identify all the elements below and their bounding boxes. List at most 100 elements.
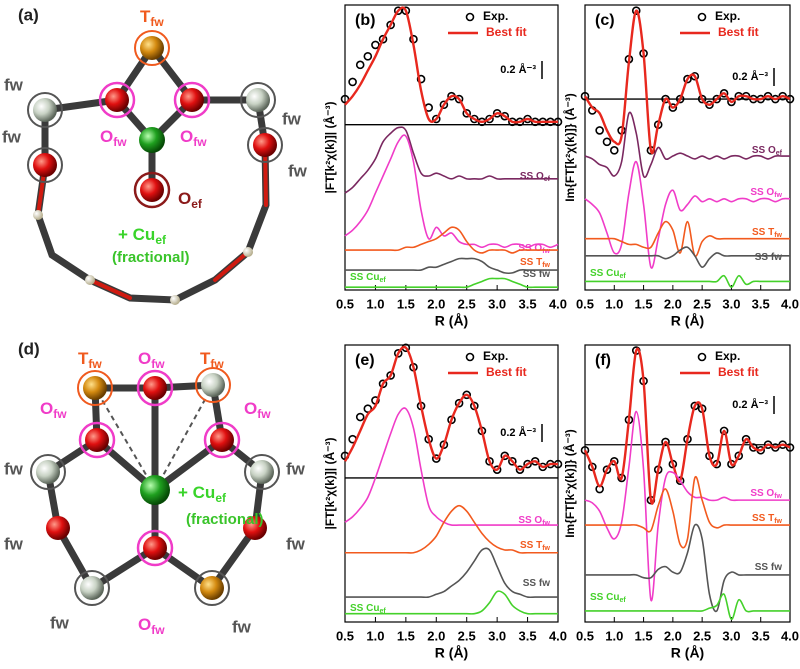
series-name: SS O — [518, 243, 542, 254]
x-tick-label: 1.5 — [635, 296, 653, 311]
series-name: SS T — [752, 513, 774, 524]
data-point — [675, 94, 685, 104]
x-tick-label: 4.0 — [781, 296, 799, 311]
series-sub: ef — [619, 273, 626, 280]
data-point — [668, 103, 678, 112]
data-point — [431, 114, 441, 124]
legend-label: Exp. — [483, 349, 508, 363]
data-point — [348, 77, 357, 87]
component-line — [344, 407, 558, 527]
legend-label: Exp. — [715, 9, 740, 23]
series-name: SS O — [750, 187, 774, 198]
series-label: SS Tfw — [520, 257, 551, 269]
component-line — [345, 590, 558, 615]
series-label: SS Tfw — [520, 540, 551, 552]
scale-bar-label: 0.2 Å⁻³ — [500, 426, 536, 439]
series-label: SS Ofw — [518, 243, 550, 255]
chart-panel: 0.5 1.0 1.5 2.0 2.5 3.0 3.5 4.0 R (Å) |FT[k²χ(k)]… — [322, 343, 567, 661]
legend-label: Best fit — [486, 365, 527, 379]
atom-label: fw — [4, 459, 24, 478]
x-tick-label: 1.0 — [366, 628, 384, 643]
fit-line — [583, 9, 791, 155]
series-sub: fw — [542, 248, 550, 255]
data-point — [462, 390, 472, 400]
series-name: SS fw — [755, 562, 782, 573]
note: (fractional) — [186, 511, 264, 528]
x-tick-label: 3.5 — [752, 296, 770, 311]
legend-label: Exp. — [715, 349, 740, 363]
series-name: SS Cu — [350, 272, 379, 283]
component-line — [585, 246, 790, 268]
data-point — [470, 114, 479, 124]
shape: fw — [53, 407, 67, 421]
series-sub: fw — [774, 192, 782, 199]
series-label: SS fw — [523, 269, 550, 280]
y-axis-label: Im{FT[k²χ(k)]} (Å⁻³) — [562, 93, 577, 202]
series-sub: ef — [379, 277, 386, 284]
legend-marker — [465, 352, 475, 362]
series-name: SS fw — [523, 269, 550, 280]
panel-tag: (a) — [18, 5, 39, 24]
series-sub: fw — [542, 545, 550, 552]
data-point — [661, 94, 670, 104]
data-point — [609, 146, 619, 155]
diagram-d: (d) Tfw Ofw Tfw Ofw Ofw fw fw fw fw fw f… — [4, 339, 306, 637]
atom — [105, 88, 129, 112]
atom — [194, 570, 230, 606]
chart-panel: 0.5 1.0 1.5 2.0 2.5 3.0 3.5 4.0 R (Å) Im{FT[k²χ(k… — [562, 344, 799, 661]
data-point — [785, 443, 795, 452]
data-point — [431, 454, 441, 463]
x-tick-label: 0.5 — [336, 296, 354, 311]
atom — [203, 421, 241, 459]
data-point — [580, 91, 590, 101]
x-axis-label: R (Å) — [435, 313, 468, 329]
atom-label: fw — [286, 459, 306, 478]
legend-label: Exp. — [483, 9, 508, 23]
scale-bar-label: 0.2 Å⁻³ — [732, 398, 768, 411]
scale-bar-label: 0.2 Å⁻³ — [500, 63, 536, 76]
series-sub: fw — [542, 262, 550, 269]
atom — [140, 36, 164, 60]
bond — [41, 44, 269, 194]
component-line — [345, 547, 558, 599]
atom-label: Tfw — [200, 349, 224, 371]
component-line — [345, 504, 558, 554]
x-tick-label: 4.0 — [549, 296, 567, 311]
plot-frame — [584, 344, 791, 623]
x-tick-label: 2.0 — [427, 296, 445, 311]
note: (fractional) — [112, 249, 190, 266]
component-line — [584, 410, 790, 602]
data-point — [355, 60, 365, 70]
x-tick-label: 3.5 — [519, 628, 537, 643]
series-name: SS O — [752, 145, 776, 156]
shape: ef — [155, 233, 167, 247]
atom — [180, 88, 204, 112]
series-label: SS Tfw — [752, 513, 783, 525]
atom — [244, 454, 280, 490]
atom — [77, 370, 113, 406]
legend-marker — [697, 352, 707, 362]
atom — [243, 516, 267, 540]
atom-label: Oef — [178, 189, 203, 211]
data-point — [386, 20, 395, 30]
atom — [170, 295, 180, 305]
shape: fw — [150, 15, 164, 29]
atom — [133, 171, 171, 209]
panel-tag: (b) — [355, 12, 375, 29]
data-point — [580, 445, 590, 455]
data-point — [785, 94, 795, 104]
legend-label: Best fit — [718, 25, 759, 39]
shape: fw — [210, 357, 224, 371]
x-tick-label: 0.5 — [576, 296, 594, 311]
series-sub: fw — [774, 493, 782, 500]
shape: fw — [88, 357, 102, 371]
series-label: SS Cuef — [590, 592, 626, 604]
atom-label: Ofw — [40, 399, 67, 421]
component-line — [585, 475, 790, 549]
x-tick-label: 2.0 — [664, 296, 682, 311]
data-point — [602, 465, 612, 474]
component-line — [344, 257, 558, 275]
atom — [80, 576, 104, 600]
series-name: SS T — [752, 227, 774, 238]
